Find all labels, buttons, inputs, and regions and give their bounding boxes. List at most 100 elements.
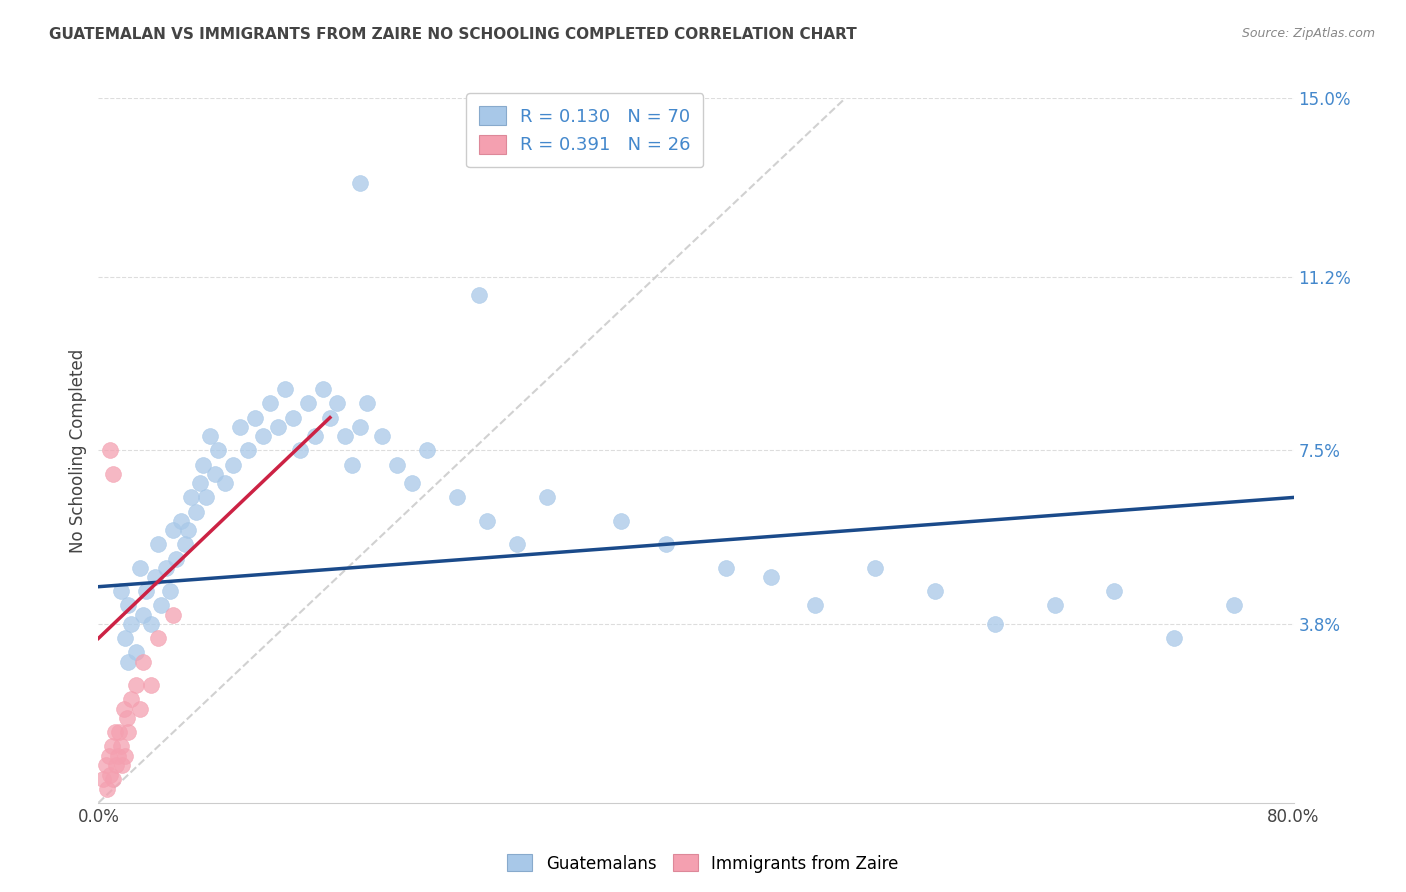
Point xyxy=(104,725,127,739)
Point xyxy=(1223,599,1246,613)
Point xyxy=(180,491,202,505)
Point xyxy=(204,467,226,481)
Point xyxy=(143,570,166,584)
Point xyxy=(342,458,364,472)
Point xyxy=(111,758,134,772)
Point xyxy=(236,443,259,458)
Point xyxy=(110,739,132,754)
Point xyxy=(184,504,207,518)
Point xyxy=(139,617,162,632)
Point xyxy=(356,396,378,410)
Point xyxy=(1043,599,1066,613)
Point xyxy=(155,561,177,575)
Point xyxy=(162,524,184,538)
Point xyxy=(333,429,356,443)
Point xyxy=(97,748,120,763)
Point xyxy=(924,584,946,599)
Point xyxy=(117,655,139,669)
Point xyxy=(416,443,439,458)
Point xyxy=(475,514,498,528)
Point xyxy=(288,443,311,458)
Point xyxy=(349,420,371,434)
Point xyxy=(207,443,229,458)
Point xyxy=(103,467,125,481)
Point xyxy=(229,420,252,434)
Point xyxy=(115,711,138,725)
Point xyxy=(267,420,290,434)
Point xyxy=(319,410,342,425)
Point xyxy=(107,748,129,763)
Point xyxy=(105,758,128,772)
Point xyxy=(252,429,274,443)
Point xyxy=(759,570,782,584)
Point xyxy=(91,772,114,787)
Point xyxy=(165,551,187,566)
Point xyxy=(132,655,155,669)
Point xyxy=(132,607,155,622)
Point xyxy=(655,537,678,551)
Point xyxy=(326,396,349,410)
Point xyxy=(222,458,245,472)
Point xyxy=(98,767,122,781)
Legend: R = 0.130   N = 70, R = 0.391   N = 26: R = 0.130 N = 70, R = 0.391 N = 26 xyxy=(465,93,703,167)
Point xyxy=(200,429,222,443)
Point xyxy=(148,537,170,551)
Point xyxy=(129,561,152,575)
Point xyxy=(139,678,162,692)
Text: GUATEMALAN VS IMMIGRANTS FROM ZAIRE NO SCHOOLING COMPLETED CORRELATION CHART: GUATEMALAN VS IMMIGRANTS FROM ZAIRE NO S… xyxy=(49,27,858,42)
Point xyxy=(311,383,333,397)
Point xyxy=(120,617,142,632)
Point xyxy=(304,429,326,443)
Point xyxy=(214,476,236,491)
Point xyxy=(191,458,214,472)
Point xyxy=(150,599,173,613)
Point xyxy=(371,429,394,443)
Point xyxy=(468,288,491,302)
Point xyxy=(1163,632,1185,646)
Point xyxy=(103,772,125,787)
Point xyxy=(117,725,139,739)
Y-axis label: No Schooling Completed: No Schooling Completed xyxy=(69,349,87,552)
Point xyxy=(401,476,423,491)
Point xyxy=(177,524,200,538)
Point xyxy=(98,443,122,458)
Point xyxy=(714,561,737,575)
Point xyxy=(195,491,218,505)
Legend: Guatemalans, Immigrants from Zaire: Guatemalans, Immigrants from Zaire xyxy=(501,847,905,880)
Point xyxy=(135,584,157,599)
Point xyxy=(274,383,297,397)
Point xyxy=(984,617,1007,632)
Point xyxy=(101,739,124,754)
Point xyxy=(129,702,152,716)
Point xyxy=(125,678,148,692)
Point xyxy=(297,396,319,410)
Point xyxy=(159,584,181,599)
Point xyxy=(120,692,142,706)
Point xyxy=(117,599,139,613)
Point xyxy=(114,632,136,646)
Point xyxy=(865,561,887,575)
Point xyxy=(188,476,211,491)
Point xyxy=(1104,584,1126,599)
Point xyxy=(446,491,468,505)
Point xyxy=(385,458,409,472)
Point xyxy=(169,514,191,528)
Point xyxy=(506,537,529,551)
Point xyxy=(148,632,170,646)
Point xyxy=(804,599,827,613)
Point xyxy=(610,514,633,528)
Point xyxy=(174,537,197,551)
Point xyxy=(281,410,304,425)
Point xyxy=(108,725,131,739)
Point xyxy=(94,758,117,772)
Point xyxy=(125,645,148,659)
Point xyxy=(162,607,184,622)
Point xyxy=(110,584,132,599)
Point xyxy=(112,702,135,716)
Point xyxy=(245,410,267,425)
Point xyxy=(349,176,371,190)
Point xyxy=(114,748,136,763)
Point xyxy=(259,396,281,410)
Point xyxy=(536,491,558,505)
Text: Source: ZipAtlas.com: Source: ZipAtlas.com xyxy=(1241,27,1375,40)
